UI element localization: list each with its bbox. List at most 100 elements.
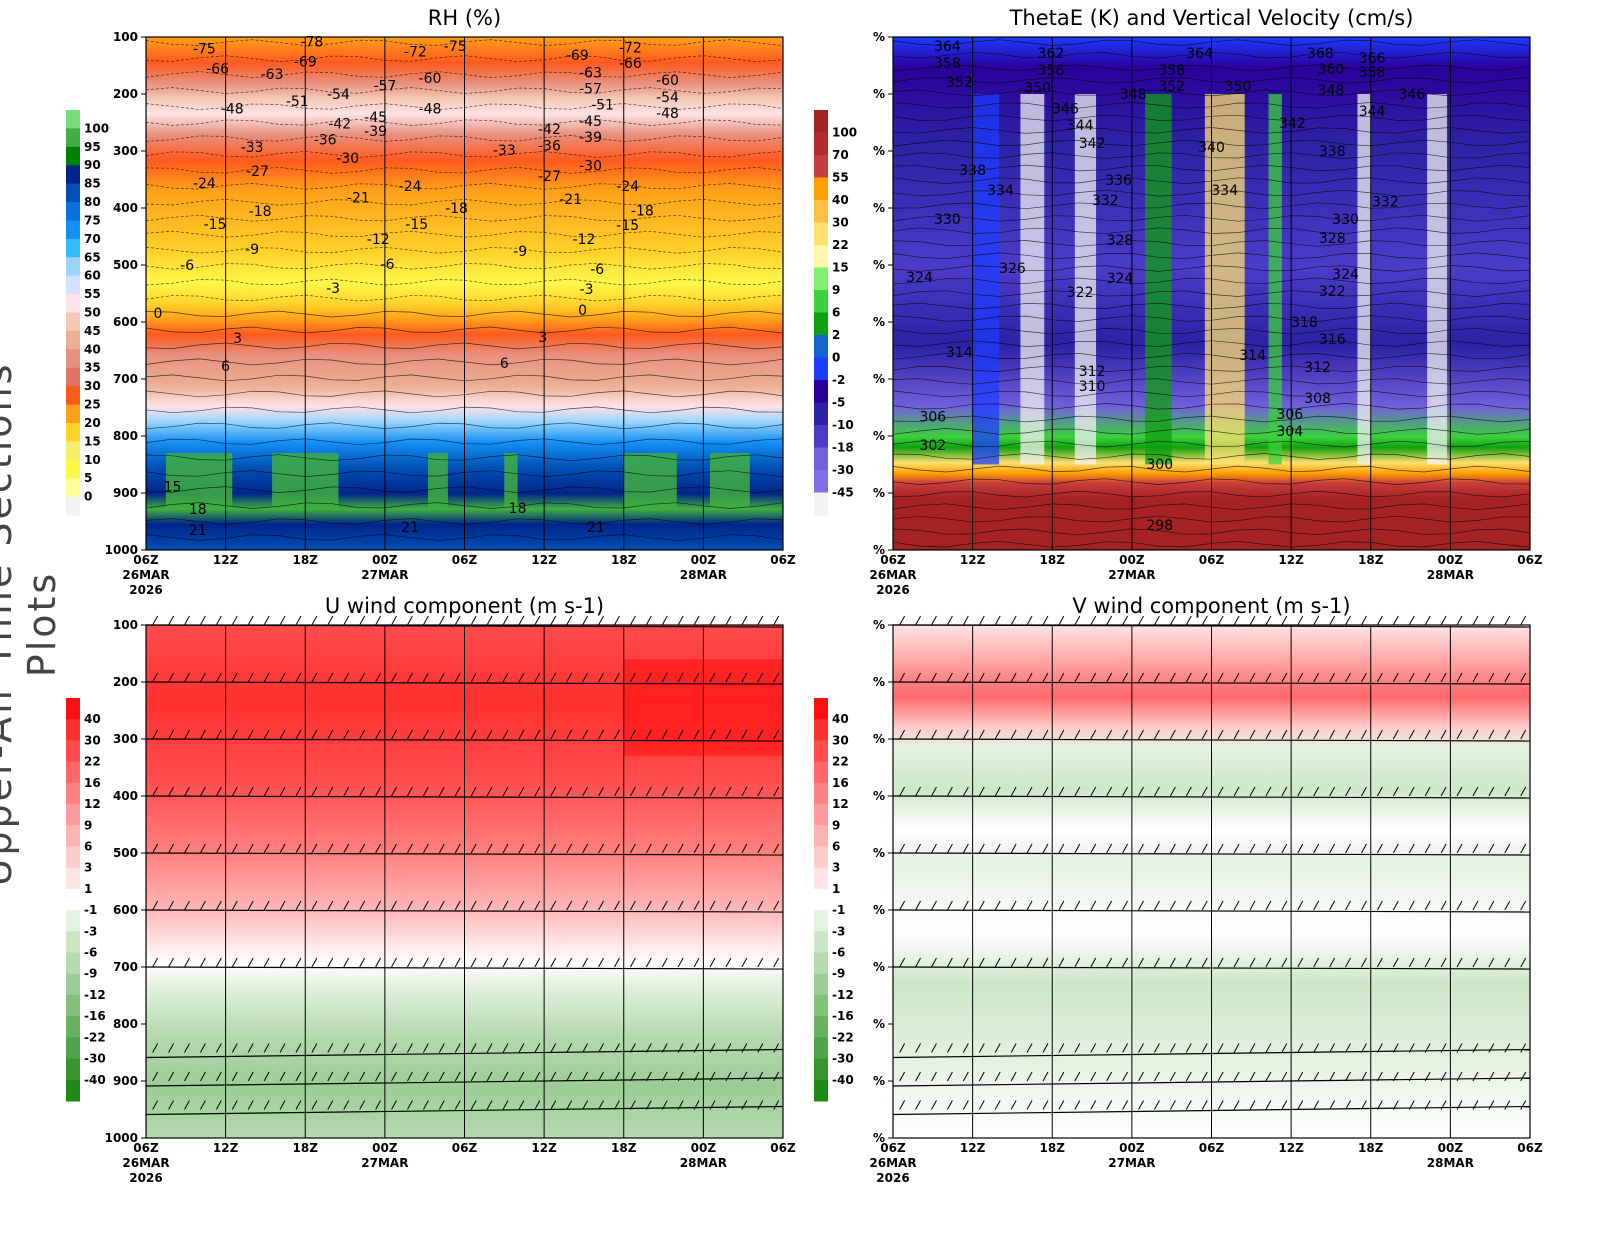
wind-barb [1281,729,1288,740]
wind-barb [1488,786,1495,797]
wind-barb [1217,843,1224,854]
wind-barb [1217,672,1224,683]
wind-barb [470,900,477,911]
contour-label: -42 [328,117,351,133]
contour-label: 358 [934,56,961,72]
wind-barb [773,1071,780,1082]
contour-label: 328 [1319,231,1346,247]
wind-barb [1026,957,1033,968]
y-tick-label: % [873,87,885,101]
wind-barb [279,786,286,797]
colorbar-label: -16 [84,1009,106,1023]
wind-barb [1281,1071,1288,1082]
colorbar-swatch [814,994,828,1017]
colorbar-swatch [814,312,828,336]
y-tick-label: 300 [113,732,138,746]
colorbar-label: 15 [84,434,101,448]
contour-label: -6 [381,257,395,273]
contour-label: 364 [1186,46,1213,62]
wind-barb [1090,672,1097,683]
colorbar-swatch [66,183,80,203]
wind-barb [1440,729,1447,740]
colorbar-label: 12 [832,797,849,811]
y-tick-label: 800 [113,429,138,443]
wind-barb [1058,957,1065,968]
wind-barb [962,672,969,683]
wind-barb [725,1100,732,1110]
wind-barb [629,615,636,626]
wind-barb [725,615,732,626]
colorbar-label: 9 [832,818,840,832]
wind-barb [582,843,589,854]
colorbar-swatch [814,1037,828,1060]
wind-barb [152,900,159,911]
x-tick-label: 12Z [1278,1141,1304,1155]
wind-barb [215,729,222,740]
wind-barb [582,615,589,626]
wind-barb [1297,729,1304,740]
wind-barb [311,957,318,968]
y-tick-label: 1000 [105,1131,138,1145]
wind-barb [1376,1043,1383,1053]
wind-barb [1058,1043,1065,1053]
y-tick-label: 900 [113,486,138,500]
contour-label: 18 [189,502,207,518]
contour-label: 0 [578,303,587,319]
contour-label: -12 [367,232,390,248]
contour-label: 344 [1359,104,1386,120]
contour-label: 344 [1067,118,1094,134]
wind-barb [645,843,652,854]
contour-label: -30 [579,158,602,174]
wind-barb [962,1071,969,1082]
y-tick-label: 1000 [105,543,138,557]
wind-barb [946,672,953,683]
wind-barb [518,900,525,911]
wind-barb [199,1071,206,1082]
wind-barb [1026,843,1033,854]
wind-barb [279,672,286,683]
wind-barb [661,957,668,968]
wind-barb [629,672,636,683]
wind-barb [1472,1100,1479,1110]
wind-barb [263,1043,270,1053]
wind-barb [486,615,493,626]
contour-label: -6 [590,262,604,278]
wind-barb [1440,615,1447,626]
colorbar-swatch [66,128,80,148]
wind-barb [1058,1100,1065,1110]
wind-barb [709,1100,716,1110]
wind-barb [359,1100,366,1110]
colorbar-label: -6 [832,946,845,960]
rh-moist-patch [504,453,518,511]
wind-barb [422,1043,429,1053]
wind-barb [962,1100,969,1110]
wind-barb [1138,786,1144,797]
wind-barb [343,900,350,911]
wind-barb [518,1071,525,1082]
colorbar-swatch [814,357,828,381]
contour-label: 328 [1107,233,1134,249]
contour-label: 318 [1291,315,1318,331]
wind-barb [1329,729,1336,740]
wind-barb [1520,615,1527,626]
x-tick-label: 18Z [1040,553,1066,567]
wind-barb [1361,672,1367,683]
wind-barb [502,1071,509,1082]
wind-barb [550,672,557,683]
contour-label: 302 [919,438,946,454]
wind-barb [1042,843,1049,854]
wind-barb [438,786,445,797]
contour-label: 364 [934,39,961,55]
colorbar-label: -12 [84,988,106,1002]
wind-barb [295,843,302,854]
wind-barb [1042,957,1049,968]
wind-barb [1058,615,1065,626]
wind-barb [1010,786,1017,797]
wind-barb [215,957,222,968]
x-date-label: 28MAR [680,568,727,582]
colorbar-label: 60 [84,269,101,283]
wind-barb [661,615,668,626]
wind-barb [1090,1071,1097,1082]
wind-barb [327,1043,334,1053]
contour-label: -15 [204,217,227,233]
